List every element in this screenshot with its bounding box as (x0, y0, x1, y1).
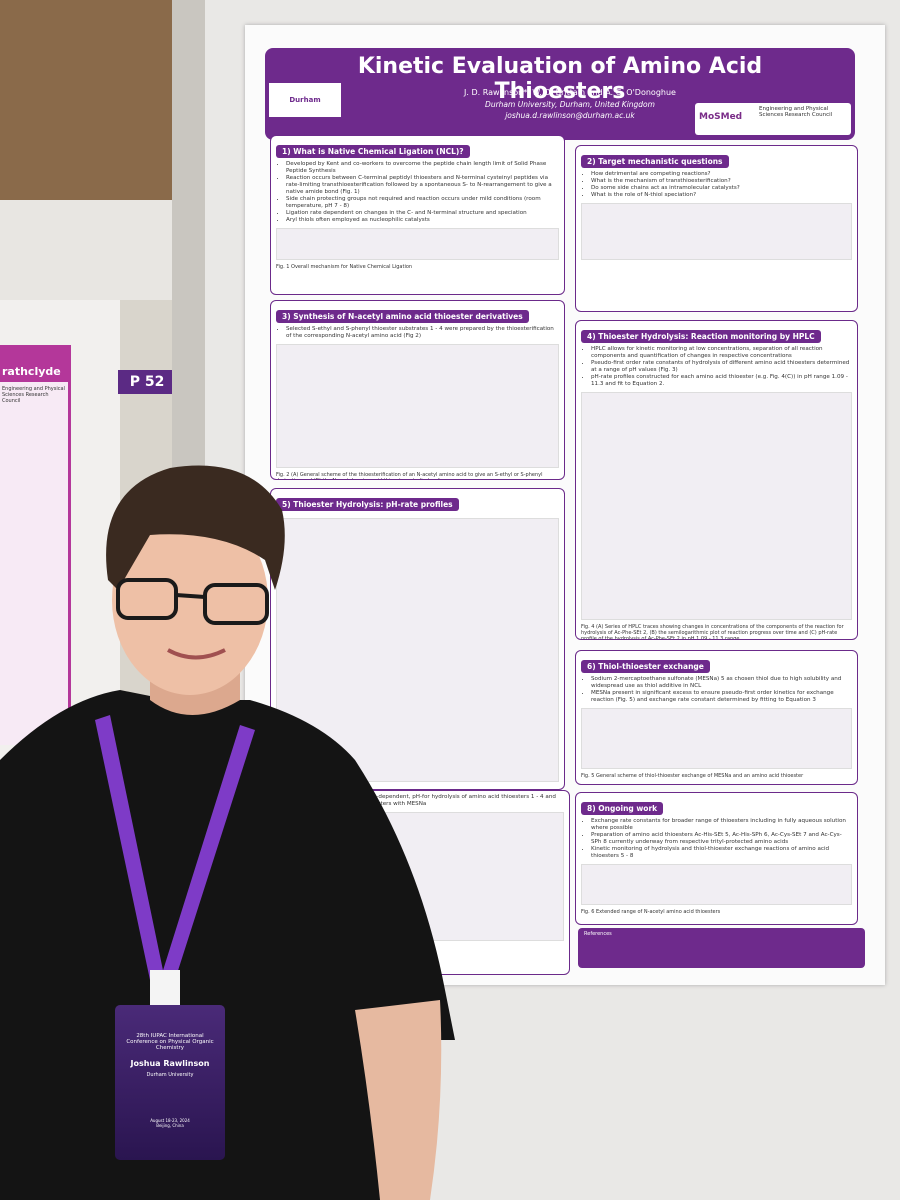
poster-header: Durham University Kinetic Evaluation of … (265, 48, 855, 140)
bullet-list: Sodium 2-mercaptoethane sulfonate (MESNa… (581, 676, 852, 704)
section-heading: 8) Ongoing work (581, 802, 664, 815)
section-heading: 2) Target mechanistic questions (581, 155, 729, 168)
bullet: Kinetic monitoring of hydrolysis and thi… (591, 846, 852, 860)
badge-conference: 28th IUPAC International Conference on P… (126, 1033, 214, 1051)
poster-title: Kinetic Evaluation of Amino Acid Thioest… (357, 54, 763, 104)
section-heading: 4) Thioester Hydrolysis: Reaction monito… (581, 330, 821, 343)
badge-org: Durham University (146, 1072, 194, 1078)
section-heading: 5) Thioester Hydrolysis: pH-rate profile… (276, 498, 459, 511)
bullet: Selected S-ethyl and S-phenyl thioester … (286, 326, 559, 340)
email: joshua.d.rawlinson@durham.ac.uk (505, 111, 635, 120)
bullet-list: How detrimental are competing reactions?… (581, 171, 852, 199)
left-poster-funder: Engineering and Physical Sciences Resear… (2, 386, 65, 404)
bullet: What is the mechanism of transthioesteri… (591, 178, 852, 185)
bullet: What is the role of N-thiol speciation? (591, 192, 852, 199)
figure-caption: Fig. 1 Overall mechanism for Native Chem… (276, 264, 413, 270)
bullet: Reaction occurs between C-terminal pepti… (286, 175, 559, 196)
figure (276, 344, 559, 468)
face (112, 505, 268, 695)
logo-mosmed: MoSMed (699, 112, 743, 122)
logo-durham: Durham University (269, 83, 341, 138)
figure-caption: Fig. 6 Extended range of N-acetyl amino … (581, 909, 721, 915)
section-heading: 3) Synthesis of N-acetyl amino acid thio… (276, 310, 529, 323)
bullet: Ligation rate dependent on changes in th… (286, 210, 559, 217)
wall (0, 200, 175, 300)
glasses (116, 578, 269, 625)
figure-caption: Fig. 5 General scheme of thiol-thioester… (581, 773, 804, 779)
badge-name: Joshua Rawlinson (130, 1059, 210, 1068)
references: References (578, 928, 865, 968)
section-heading: 6) Thiol-thioester exchange (581, 660, 710, 673)
bullet: Sodium 2-mercaptoethane sulfonate (MESNa… (591, 676, 852, 690)
lanyard (95, 715, 255, 980)
poster-section: 8) Ongoing work Exchange rate constants f… (575, 792, 858, 925)
bullet: Pseudo-first order rate constants of hyd… (591, 360, 852, 374)
bullet: Exchange rate constants for broader rang… (591, 818, 852, 832)
shirt (0, 690, 455, 1200)
figure-caption: Fig. 4 (A) Series of HPLC traces showing… (581, 624, 844, 640)
figure (581, 203, 852, 260)
bullet-list: Exchange rate constants for broader rang… (581, 818, 852, 860)
arm (355, 1000, 442, 1200)
badge: 28th IUPAC International Conference on P… (115, 1005, 225, 1160)
poster-section: 2) Target mechanistic questions How detri… (575, 145, 858, 312)
bullet-list: Selected S-ethyl and S-phenyl thioester … (276, 326, 559, 340)
bullet: HPLC allows for kinetic monitoring at lo… (591, 346, 852, 360)
badge-clip (150, 970, 180, 1010)
references-heading: References (584, 931, 612, 937)
poster-section: 5) Thioester Hydrolysis: pH-rate profile… (270, 488, 565, 790)
logo-epsrc: Engineering and Physical Sciences Resear… (759, 106, 833, 118)
bullet: Do some side chains act as intramolecula… (591, 185, 852, 192)
left-poster: rathclyde Engineering and Physical Scien… (0, 345, 71, 745)
bullet: MESNa present in significant excess to e… (591, 690, 852, 704)
figure-caption: Fig. 2 (A) General scheme of the thioest… (276, 472, 543, 479)
bullet: How detrimental are competing reactions? (591, 171, 852, 178)
bullet-list: HPLC allows for kinetic monitoring at lo… (581, 346, 852, 388)
figure (581, 864, 852, 905)
figure (581, 708, 852, 769)
board-sign: P 52 (118, 370, 176, 394)
bullet: Developed by Kent and co-workers to over… (286, 161, 559, 175)
left-poster-title: rathclyde (0, 345, 68, 382)
authors: J. D. Rawlinson*, W. D. Brittain and A. … (464, 88, 676, 97)
funder-logos: MoSMed Engineering and Physical Sciences… (695, 103, 851, 135)
bullet: pH-rate profiles constructed for each am… (591, 374, 852, 388)
poster-section: 6) Thiol-thioester exchange Sodium 2-merc… (575, 650, 858, 785)
bullet: Aryl thiols often employed as nucleophil… (286, 217, 559, 224)
bullet: Side chain protecting groups not require… (286, 196, 559, 210)
badge-dates: August 18-23, 2024 (150, 1118, 190, 1123)
smile (167, 648, 226, 660)
figure (581, 392, 852, 620)
badge-place: Beijing, China (156, 1123, 184, 1128)
figure (276, 228, 559, 260)
poster-section: 3) Synthesis of N-acetyl amino acid thio… (270, 300, 565, 480)
affiliation: Durham University, Durham, United Kingdo… (485, 100, 655, 109)
section-heading: 1) What is Native Chemical Ligation (NCL… (276, 145, 470, 158)
poster-section: 4) Thioester Hydrolysis: Reaction monito… (575, 320, 858, 640)
poster-section: 1) What is Native Chemical Ligation (NCL… (270, 135, 565, 295)
bullet: Preparation of amino acid thioesters Ac-… (591, 832, 852, 846)
hair (106, 465, 285, 590)
bullet-list: Developed by Kent and co-workers to over… (276, 161, 559, 224)
